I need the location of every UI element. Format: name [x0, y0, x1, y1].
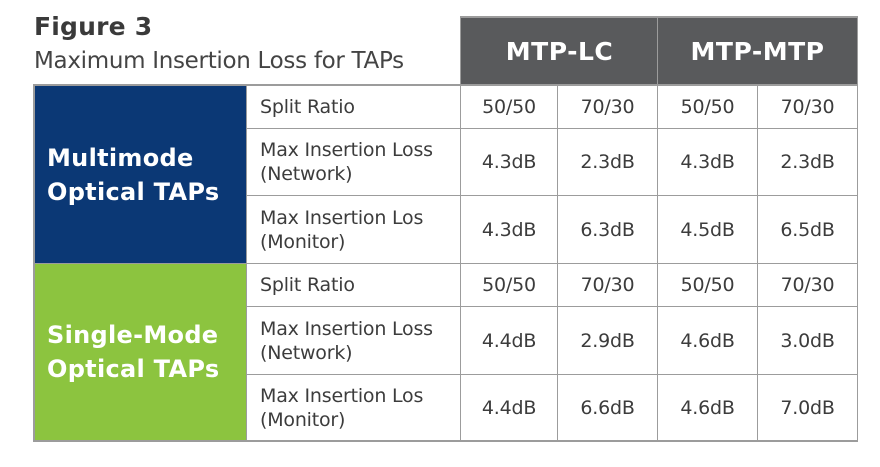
- value-cell: 4.6dB: [658, 375, 757, 440]
- row-label-line: Split Ratio: [260, 274, 355, 296]
- row-label-line: Max Insertion Loss: [260, 317, 433, 340]
- value-cell: 4.3dB: [461, 196, 557, 263]
- row-label-split-ratio: Split Ratio: [247, 86, 460, 128]
- value-cell: 7.0dB: [758, 375, 857, 440]
- grid-line: [246, 374, 858, 375]
- column-header-label: MTP-MTP: [690, 36, 825, 66]
- figure-title: Figure 3: [34, 12, 153, 41]
- row-label-line: (Monitor): [260, 230, 346, 253]
- value-cell: 50/50: [658, 264, 757, 306]
- group-label-line: Multimode: [47, 143, 194, 172]
- value-cell: 70/30: [558, 264, 657, 306]
- row-label-line: Split Ratio: [260, 96, 355, 118]
- grid-line: [460, 16, 858, 18]
- grid-line: [460, 16, 461, 442]
- value-cell: 4.3dB: [461, 129, 557, 195]
- column-header-mtp-lc: MTP-LC: [461, 18, 658, 84]
- value-cell: 50/50: [461, 264, 557, 306]
- value-cell: 6.3dB: [558, 196, 657, 263]
- row-label-insertion-loss-network: Max Insertion Loss (Network): [247, 129, 460, 195]
- row-label-line: Max Insertion Los: [260, 384, 424, 407]
- row-label-line: (Network): [260, 341, 353, 364]
- value-cell: 3.0dB: [758, 307, 857, 374]
- value-cell: 6.5dB: [758, 196, 857, 263]
- value-cell: 4.4dB: [461, 307, 557, 374]
- row-label-line: Max Insertion Loss: [260, 139, 433, 161]
- row-label-line: (Monitor): [260, 408, 346, 431]
- value-cell: 4.6dB: [658, 307, 757, 374]
- row-label-insertion-loss-monitor: Max Insertion Los (Monitor): [247, 375, 460, 440]
- value-cell: 50/50: [461, 86, 557, 128]
- figure-subtitle: Maximum Insertion Loss for TAPs: [34, 48, 404, 74]
- grid-line: [557, 84, 558, 442]
- value-cell: 6.6dB: [558, 375, 657, 440]
- value-cell: 70/30: [758, 264, 857, 306]
- row-label-insertion-loss-network: Max Insertion Loss (Network): [247, 307, 460, 374]
- grid-line: [657, 16, 658, 442]
- value-cell: 70/30: [758, 86, 857, 128]
- grid-line: [33, 84, 35, 442]
- group-label-line: Optical TAPs: [47, 355, 220, 383]
- column-header-mtp-mtp: MTP-MTP: [658, 18, 857, 84]
- group-label-line: Single-Mode: [47, 321, 219, 349]
- column-header-label: MTP-LC: [505, 36, 614, 66]
- grid-line: [33, 84, 858, 86]
- value-cell: 4.5dB: [658, 196, 757, 263]
- grid-line: [246, 195, 858, 196]
- grid-line: [246, 84, 247, 442]
- value-cell: 4.4dB: [461, 375, 557, 440]
- value-cell: 50/50: [658, 86, 757, 128]
- value-cell: 70/30: [558, 86, 657, 128]
- value-cell: 2.3dB: [758, 129, 857, 195]
- grid-line: [33, 440, 858, 442]
- row-label-line: (Network): [260, 163, 353, 185]
- grid-line: [246, 128, 858, 129]
- row-label-insertion-loss-monitor: Max Insertion Los (Monitor): [247, 196, 460, 263]
- row-label-line: Max Insertion Los: [260, 206, 424, 229]
- group-label-single-mode: Single-Mode Optical TAPs: [35, 264, 246, 440]
- grid-line: [757, 84, 758, 442]
- grid-line: [246, 306, 858, 307]
- value-cell: 2.3dB: [558, 129, 657, 195]
- grid-line: [33, 263, 858, 264]
- value-cell: 4.3dB: [658, 129, 757, 195]
- grid-line: [857, 16, 858, 442]
- row-label-split-ratio: Split Ratio: [247, 264, 460, 306]
- group-label-multimode: Multimode Optical TAPs: [35, 86, 246, 263]
- value-cell: 2.9dB: [558, 307, 657, 374]
- group-label-line: Optical TAPs: [47, 177, 220, 206]
